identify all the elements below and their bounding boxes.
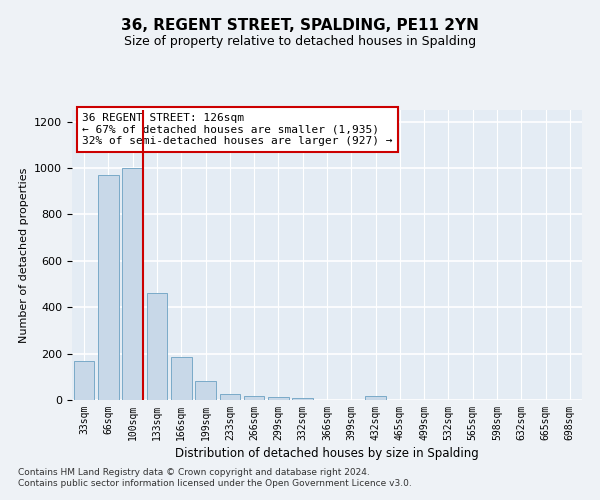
Bar — [122, 168, 143, 400]
Bar — [220, 394, 240, 400]
Text: 36 REGENT STREET: 126sqm
← 67% of detached houses are smaller (1,935)
32% of sem: 36 REGENT STREET: 126sqm ← 67% of detach… — [82, 113, 392, 146]
Bar — [244, 396, 265, 400]
Text: Size of property relative to detached houses in Spalding: Size of property relative to detached ho… — [124, 35, 476, 48]
Bar — [98, 175, 119, 400]
X-axis label: Distribution of detached houses by size in Spalding: Distribution of detached houses by size … — [175, 447, 479, 460]
Bar — [268, 397, 289, 400]
Y-axis label: Number of detached properties: Number of detached properties — [19, 168, 29, 342]
Bar — [292, 398, 313, 400]
Text: 36, REGENT STREET, SPALDING, PE11 2YN: 36, REGENT STREET, SPALDING, PE11 2YN — [121, 18, 479, 32]
Bar — [146, 294, 167, 400]
Bar — [171, 357, 191, 400]
Bar — [195, 382, 216, 400]
Text: Contains HM Land Registry data © Crown copyright and database right 2024.
Contai: Contains HM Land Registry data © Crown c… — [18, 468, 412, 487]
Bar — [74, 360, 94, 400]
Bar — [365, 396, 386, 400]
